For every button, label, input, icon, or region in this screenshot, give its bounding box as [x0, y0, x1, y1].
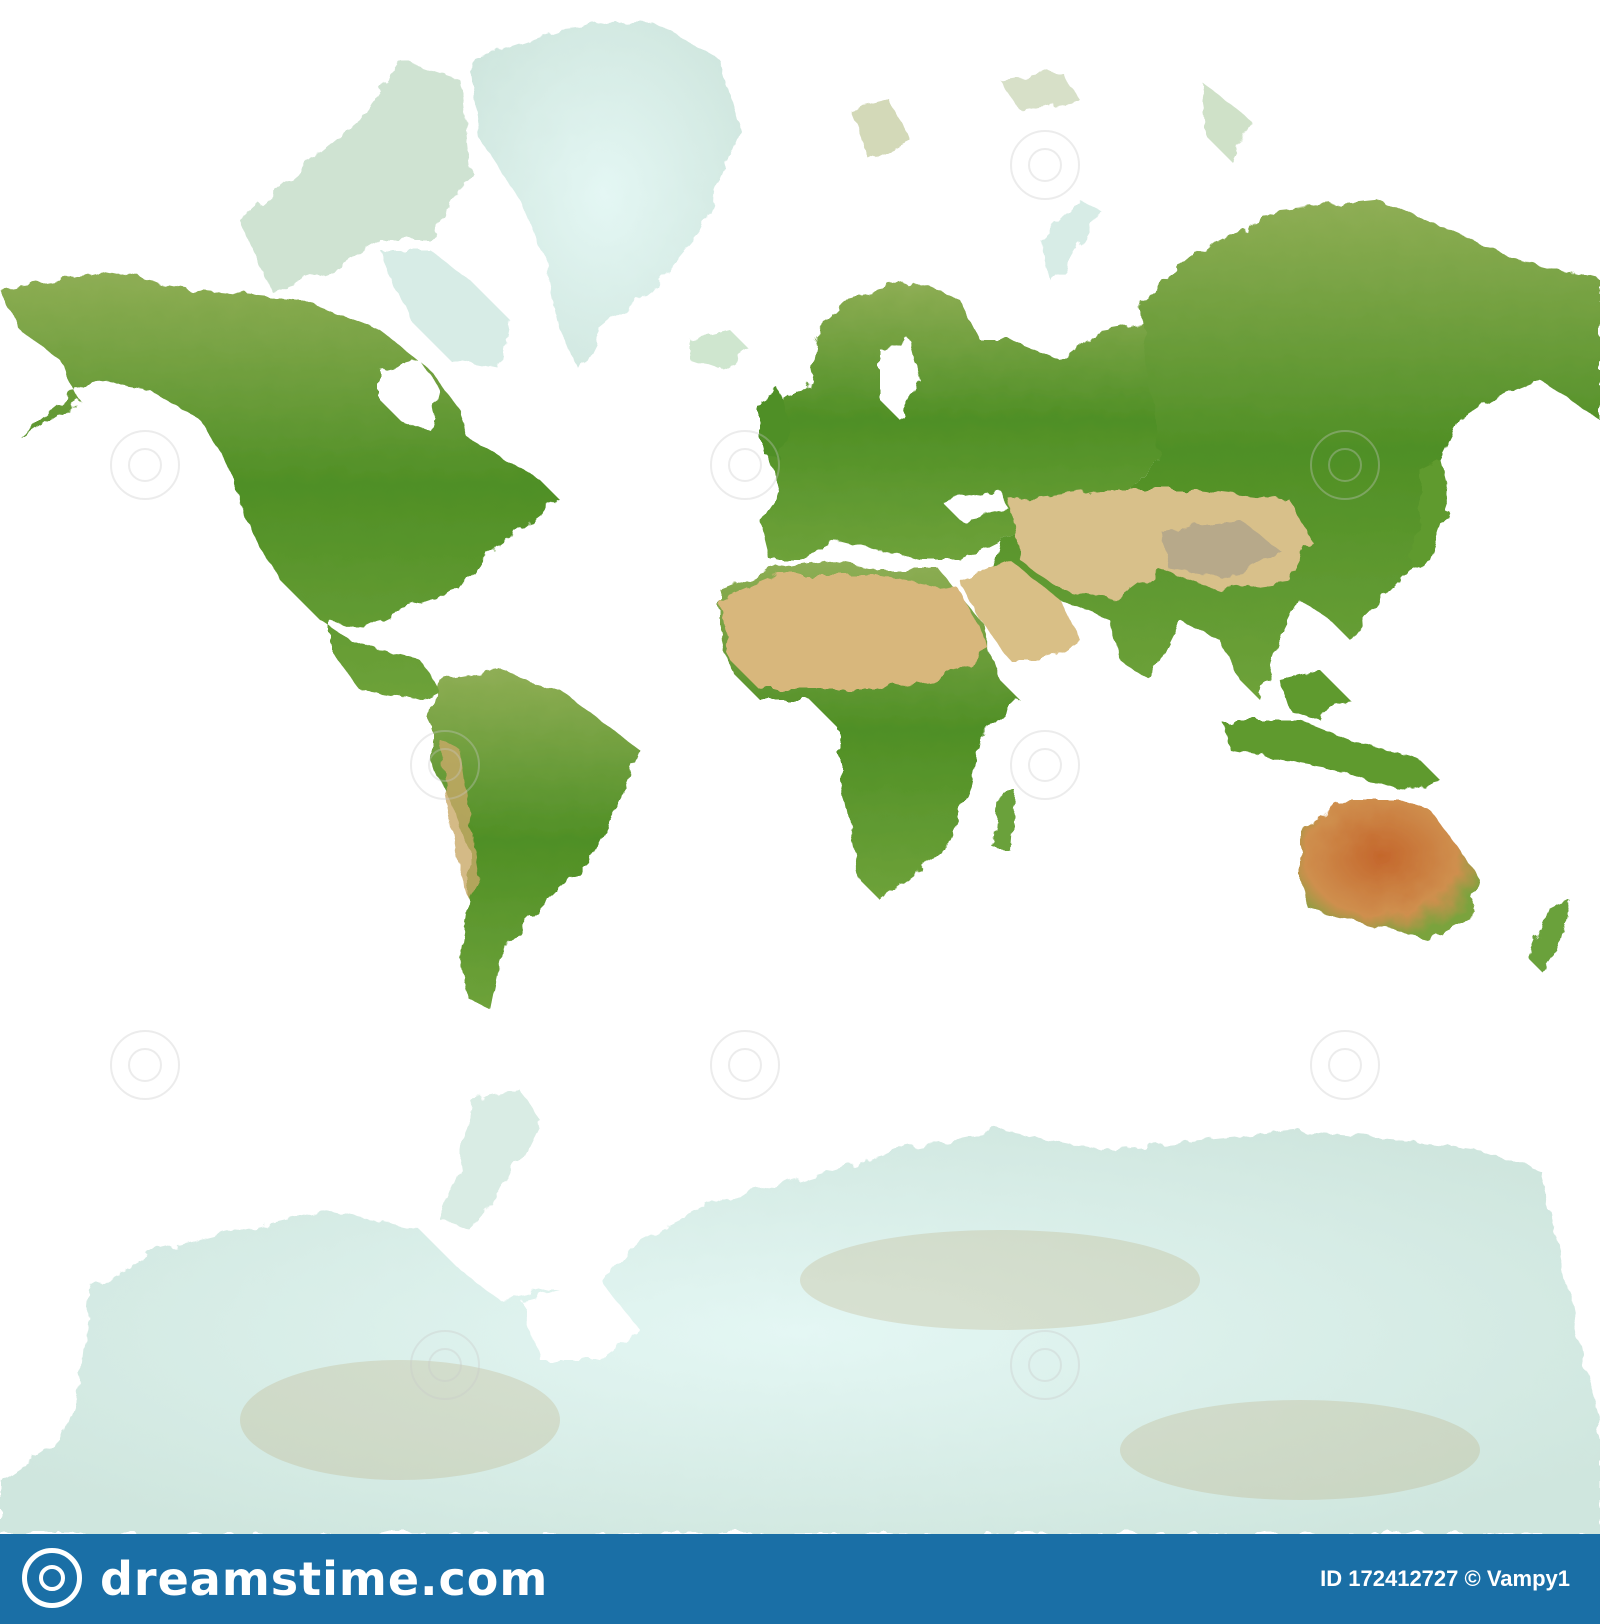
south-america	[430, 670, 640, 1010]
europe	[760, 280, 1160, 560]
black-sea	[940, 490, 1010, 520]
world-map	[0, 20, 1600, 1534]
new-zealand	[1530, 900, 1570, 970]
sahara	[720, 575, 990, 690]
watermark-spiral-icon	[1310, 1030, 1380, 1100]
weddell-sea	[520, 1280, 640, 1360]
arabia	[960, 560, 1080, 660]
watermark-spiral-icon	[410, 730, 480, 800]
dreamstime-spiral-icon	[22, 1548, 82, 1608]
novaya-zemlya	[1040, 200, 1100, 280]
stock-footer-bar: dreamstime.com ID 172412727 © Vampy1	[0, 1534, 1600, 1624]
watermark-spiral-icon	[710, 430, 780, 500]
canadian-arctic-islands	[240, 60, 470, 290]
antarctica-texture	[240, 1230, 1480, 1500]
canadian-islands-east	[380, 250, 510, 370]
hudson-bay	[380, 360, 440, 430]
watermark-spiral-icon	[1010, 1330, 1080, 1400]
watermark-spiral-icon	[1010, 130, 1080, 200]
greenland	[470, 20, 740, 370]
world-map-svg	[0, 20, 1600, 1534]
baltic-sea	[880, 340, 920, 420]
watermark-spiral-icon	[710, 1030, 780, 1100]
svalbard	[850, 100, 910, 160]
severnaya-zemlya	[1200, 80, 1250, 160]
franz-josef	[1000, 70, 1080, 110]
watermark-spiral-icon	[1010, 730, 1080, 800]
image-credit: ID 172412727 © Vampy1	[1320, 1566, 1570, 1591]
tibet-plateau	[1160, 520, 1280, 580]
watermark-spiral-icon	[410, 1330, 480, 1400]
iceland	[690, 330, 750, 370]
indonesia	[1220, 720, 1440, 790]
madagascar	[995, 790, 1015, 850]
watermark-spiral-icon	[110, 1030, 180, 1100]
watermark-spiral-icon	[1310, 430, 1380, 500]
watermark-spiral-icon	[110, 430, 180, 500]
japan	[1410, 460, 1450, 570]
australia	[1300, 800, 1480, 940]
philippines-borneo	[1280, 670, 1350, 720]
antarctica	[0, 1130, 1600, 1534]
antarctic-peninsula	[440, 1090, 540, 1230]
brand-name: dreamstime.com	[100, 1552, 549, 1606]
